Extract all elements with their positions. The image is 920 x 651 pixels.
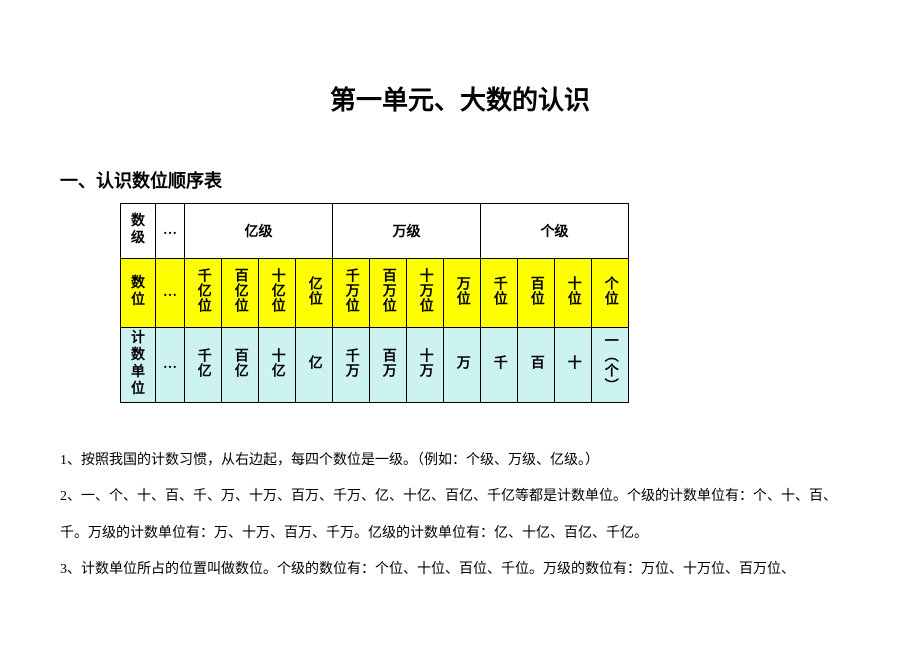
unit-cell: 一（个） bbox=[592, 328, 629, 403]
group-wan: 万级 bbox=[333, 204, 481, 259]
group-ge: 个级 bbox=[481, 204, 629, 259]
unit-cell: 百 bbox=[518, 328, 555, 403]
paragraph-2: 2、一、个、十、百、千、万、十万、百万、千万、亿、十亿、百亿、千亿等都是计数单位… bbox=[60, 479, 860, 552]
row-unit: 计数单位 … 千亿 百亿 十亿 亿 千万 百万 十万 万 千 百 十 一（个） bbox=[121, 328, 629, 403]
pos-cell: 百亿位 bbox=[222, 259, 259, 328]
unit-cell: 亿 bbox=[296, 328, 333, 403]
unit-cell: 百亿 bbox=[222, 328, 259, 403]
unit-cell: 万 bbox=[444, 328, 481, 403]
pos-cell: 百位 bbox=[518, 259, 555, 328]
ellipsis: … bbox=[156, 259, 185, 328]
paragraph-3: 3、计数单位所占的位置叫做数位。个级的数位有：个位、十位、百位、千位。万级的数位… bbox=[60, 552, 860, 588]
pos-cell: 千万位 bbox=[333, 259, 370, 328]
paragraph-1: 1、按照我国的计数习惯，从右边起，每四个数位是一级。（例如：个级、万级、亿级。） bbox=[60, 443, 860, 479]
unit-cell: 千万 bbox=[333, 328, 370, 403]
row-level: 数级 … 亿级 万级 个级 bbox=[121, 204, 629, 259]
group-yi: 亿级 bbox=[185, 204, 333, 259]
place-value-table: 数级 … 亿级 万级 个级 数位 … 千亿位 百亿位 十亿位 亿位 千万位 百万… bbox=[120, 203, 629, 403]
pos-cell: 百万位 bbox=[370, 259, 407, 328]
pos-cell: 十万位 bbox=[407, 259, 444, 328]
unit-cell: 百万 bbox=[370, 328, 407, 403]
pos-cell: 十亿位 bbox=[259, 259, 296, 328]
unit-cell: 十万 bbox=[407, 328, 444, 403]
ellipsis: … bbox=[156, 204, 185, 259]
unit-cell: 十 bbox=[555, 328, 592, 403]
pos-cell: 亿位 bbox=[296, 259, 333, 328]
pos-cell: 十位 bbox=[555, 259, 592, 328]
unit-cell: 千亿 bbox=[185, 328, 222, 403]
unit-cell: 千 bbox=[481, 328, 518, 403]
page-title: 第一单元、大数的认识 bbox=[60, 80, 860, 117]
pos-cell: 万位 bbox=[444, 259, 481, 328]
row-header-level: 数级 bbox=[121, 204, 156, 259]
row-position: 数位 … 千亿位 百亿位 十亿位 亿位 千万位 百万位 十万位 万位 千位 百位… bbox=[121, 259, 629, 328]
row-header-unit: 计数单位 bbox=[121, 328, 156, 403]
unit-cell: 十亿 bbox=[259, 328, 296, 403]
ellipsis: … bbox=[156, 328, 185, 403]
pos-cell: 千位 bbox=[481, 259, 518, 328]
pos-cell: 个位 bbox=[592, 259, 629, 328]
row-header-position: 数位 bbox=[121, 259, 156, 328]
section-heading: 一、认识数位顺序表 bbox=[60, 167, 860, 193]
pos-cell: 千亿位 bbox=[185, 259, 222, 328]
